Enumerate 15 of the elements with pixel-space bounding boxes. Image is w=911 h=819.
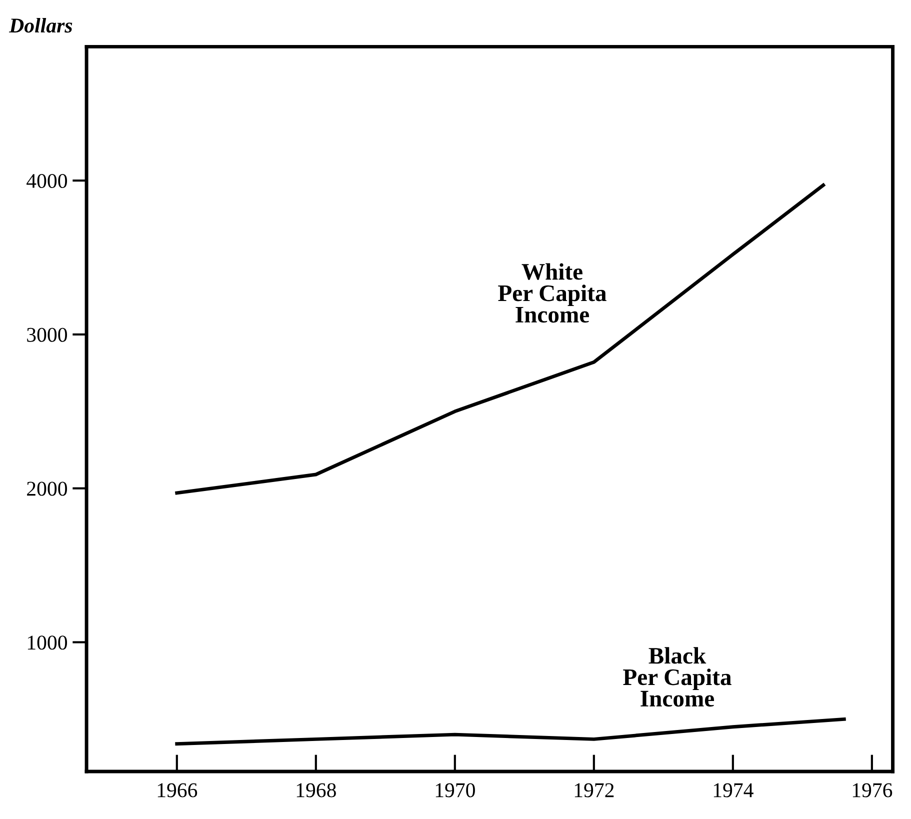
- x-tick-label: 1966: [158, 783, 198, 798]
- x-tick-label: 1968: [296, 783, 336, 798]
- x-tick-label: 1974: [714, 783, 754, 798]
- y-axis-title: Dollars: [8, 18, 72, 33]
- y-tick-label: 4000: [26, 174, 67, 188]
- line-series: [175, 717, 846, 746]
- y-tick-label: 2000: [27, 482, 67, 496]
- y-tick-label: 1000: [28, 636, 67, 650]
- x-tick-label: 1970: [436, 783, 475, 798]
- series-label: White Per Capita Income: [498, 263, 606, 323]
- y-tick-label: 3000: [27, 328, 67, 342]
- x-tick-label: 1972: [574, 783, 614, 798]
- series-label: Black Per Capita Income: [623, 647, 732, 707]
- x-tick-label: 1976: [852, 783, 892, 798]
- line-series: [175, 183, 826, 495]
